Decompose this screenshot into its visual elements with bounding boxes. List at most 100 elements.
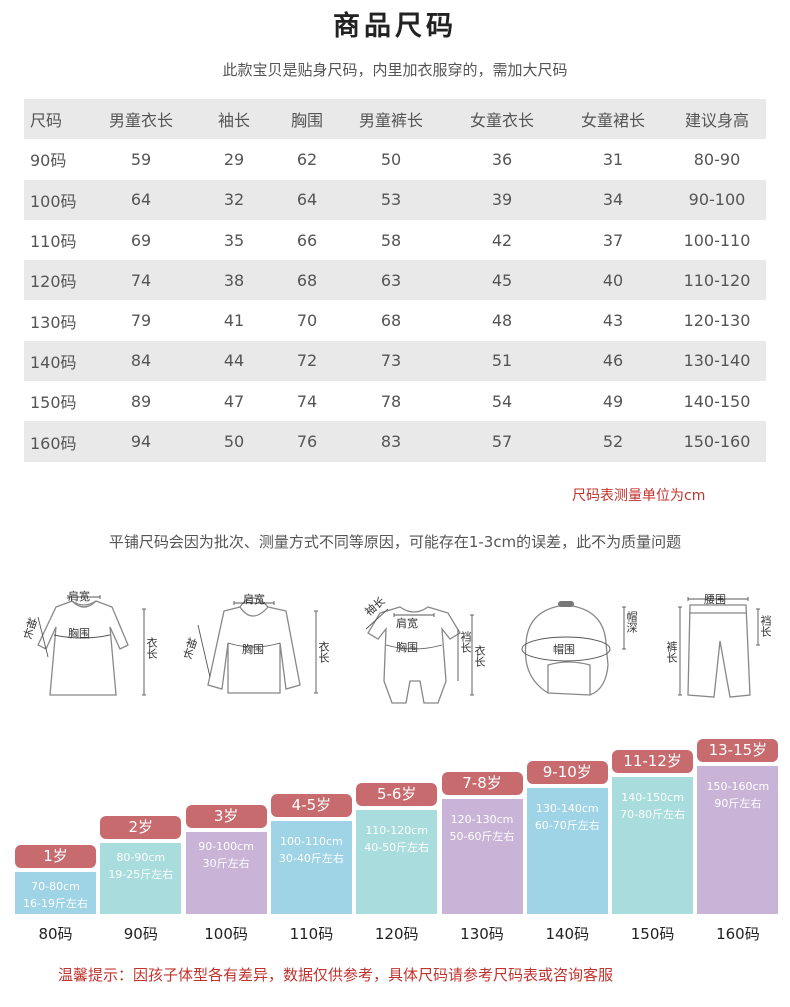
age-bar: 1岁 70-80cm 16-19斤左右 80码: [15, 845, 96, 950]
hoodie-outline-icon: [197, 597, 318, 694]
table-cell: 120-130: [683, 311, 751, 331]
table-cell: 63: [380, 270, 402, 290]
table-header-cell: 女童裙长: [580, 111, 645, 131]
table-row: 120码 74 38 68 63 45 40 110-120: [24, 260, 766, 301]
table-cell: 39: [491, 190, 513, 210]
size-label: 100码: [204, 925, 248, 943]
height-block: 120-130cm 50-60斤左右: [441, 798, 523, 914]
hat-outline-icon: [521, 601, 626, 696]
hoodie-length-label: 衣长: [317, 641, 330, 663]
pants-outline-icon: [678, 597, 760, 698]
table-cell: 69: [130, 230, 152, 250]
unit-note: 尺码表测量单位为cm: [572, 488, 706, 504]
size-label: 80码: [38, 925, 73, 943]
table-cell: 64: [296, 190, 318, 210]
table-row: 140码 84 44 72 73 51 46 130-140: [24, 340, 766, 382]
table-cell: 68: [380, 311, 402, 331]
romper-length-label: 衣长: [473, 645, 486, 667]
height-range-text: 100-110cm: [280, 834, 343, 848]
table-cell: 32: [223, 190, 245, 210]
weight-range-text: 50-60斤左右: [449, 829, 515, 843]
table-cell: 49: [602, 391, 624, 411]
dress-shoulder-label: 肩宽: [68, 590, 90, 603]
height-range-text: 90-100cm: [198, 839, 254, 853]
weight-range-text: 16-19斤左右: [23, 897, 88, 910]
hoodie-chest-label: 胸围: [242, 643, 264, 656]
table-cell: 90码: [30, 151, 67, 171]
table-cell: 66: [296, 230, 318, 250]
height-block: 110-120cm 40-50斤左右: [356, 809, 438, 914]
pants-length-label: 裤长: [665, 641, 678, 663]
table-cell: 45: [491, 270, 513, 290]
table-row: 90码 59 29 62 50 36 31 80-90: [24, 139, 766, 179]
weight-range-text: 40-50斤左右: [364, 840, 430, 854]
age-bar: 2岁 80-90cm 19-25斤左右 90码: [100, 815, 182, 950]
page-title: 商品尺码: [333, 11, 457, 42]
table-cell: 74: [130, 270, 152, 290]
table-cell: 58: [380, 230, 402, 250]
height-range-text: 120-130cm: [450, 812, 514, 826]
weight-range-text: 19-25斤左右: [108, 867, 174, 881]
table-cell: 120码: [30, 272, 77, 292]
weight-range-text: 60-70斤左右: [534, 818, 600, 832]
pants-waist-label: 腰围: [704, 593, 726, 606]
height-block: 80-90cm 19-25斤左右: [100, 842, 182, 914]
table-cell: 110-120: [683, 270, 751, 290]
table-cell: 59: [130, 149, 152, 169]
table-cell: 130码: [30, 312, 77, 332]
dress-chest-label: 胸围: [68, 627, 90, 640]
age-tag: 13-15岁: [697, 738, 779, 762]
height-range-text: 110-120cm: [365, 823, 429, 837]
size-label: 150码: [630, 925, 675, 943]
table-cell: 48: [491, 311, 513, 331]
table-cell: 50: [223, 432, 245, 452]
table-header-cell: 建议身高: [684, 111, 749, 131]
table-cell: 43: [602, 311, 624, 331]
table-cell: 100-110: [683, 230, 751, 250]
table-cell: 150码: [30, 393, 77, 413]
table-cell: 51: [491, 351, 513, 371]
weight-range-text: 70-80斤左右: [620, 807, 686, 821]
table-cell: 57: [491, 432, 513, 452]
height-range-text: 140-150cm: [621, 790, 684, 804]
table-cell: 54: [491, 391, 513, 411]
table-cell: 50: [380, 149, 402, 169]
table-cell: 160码: [30, 433, 77, 453]
table-row: 110码 69 35 66 58 42 37 100-110: [24, 220, 766, 260]
table-cell: 140码: [30, 352, 77, 372]
hat-depth-label: 帽深: [625, 611, 638, 633]
height-block: 70-80cm 16-19斤左右: [15, 872, 96, 914]
size-label: 160码: [716, 925, 760, 943]
table-cell: 44: [223, 351, 245, 371]
flat-measure-note: 平铺尺码会因为批次、测量方式不同等原因，可能存在1-3cm的误差，此不为质量问题: [108, 533, 682, 551]
table-cell: 100码: [30, 191, 77, 211]
size-label: 130码: [460, 925, 504, 943]
table-header-cell: 胸围: [290, 111, 323, 131]
table-cell: 29: [223, 149, 245, 169]
table-cell: 94: [130, 432, 152, 452]
table-cell: 72: [296, 351, 318, 371]
table-cell: 78: [380, 391, 402, 411]
table-cell: 52: [602, 432, 624, 452]
table-row: 130码 79 41 70 68 48 43 120-130: [24, 300, 766, 340]
table-cell: 42: [491, 230, 513, 250]
age-bar: 5-6岁 110-120cm 40-50斤左右 120码: [356, 782, 438, 950]
age-bar: 11-12岁 140-150cm 70-80斤左右 150码: [612, 749, 694, 950]
romper-crotch-label: 裆长: [459, 631, 472, 653]
weight-range-text: 90斤左右: [714, 796, 762, 810]
height-block: 90-100cm 30斤左右: [185, 831, 267, 914]
dress-diagram: 肩宽 胸围 衣长 袖长: [20, 585, 164, 710]
table-cell: 41: [223, 311, 245, 331]
age-tag: 5-6岁: [356, 782, 438, 806]
age-tag: 4-5岁: [270, 793, 352, 817]
table-cell: 38: [223, 270, 245, 290]
table-cell: 70: [296, 311, 318, 331]
size-label: 120码: [374, 925, 419, 943]
table-header-cell: 袖长: [217, 111, 250, 131]
hat-circumference-label: 帽围: [553, 643, 575, 656]
table-body: 90码 59 29 62 50 36 31 80-90 100码 64 32 64 53 39 34 90-1…: [24, 139, 766, 462]
table-cell: 37: [602, 230, 624, 250]
romper-chest-label: 胸围: [396, 641, 418, 654]
table-cell: 62: [296, 149, 318, 169]
dress-length-label: 衣长: [145, 637, 158, 659]
